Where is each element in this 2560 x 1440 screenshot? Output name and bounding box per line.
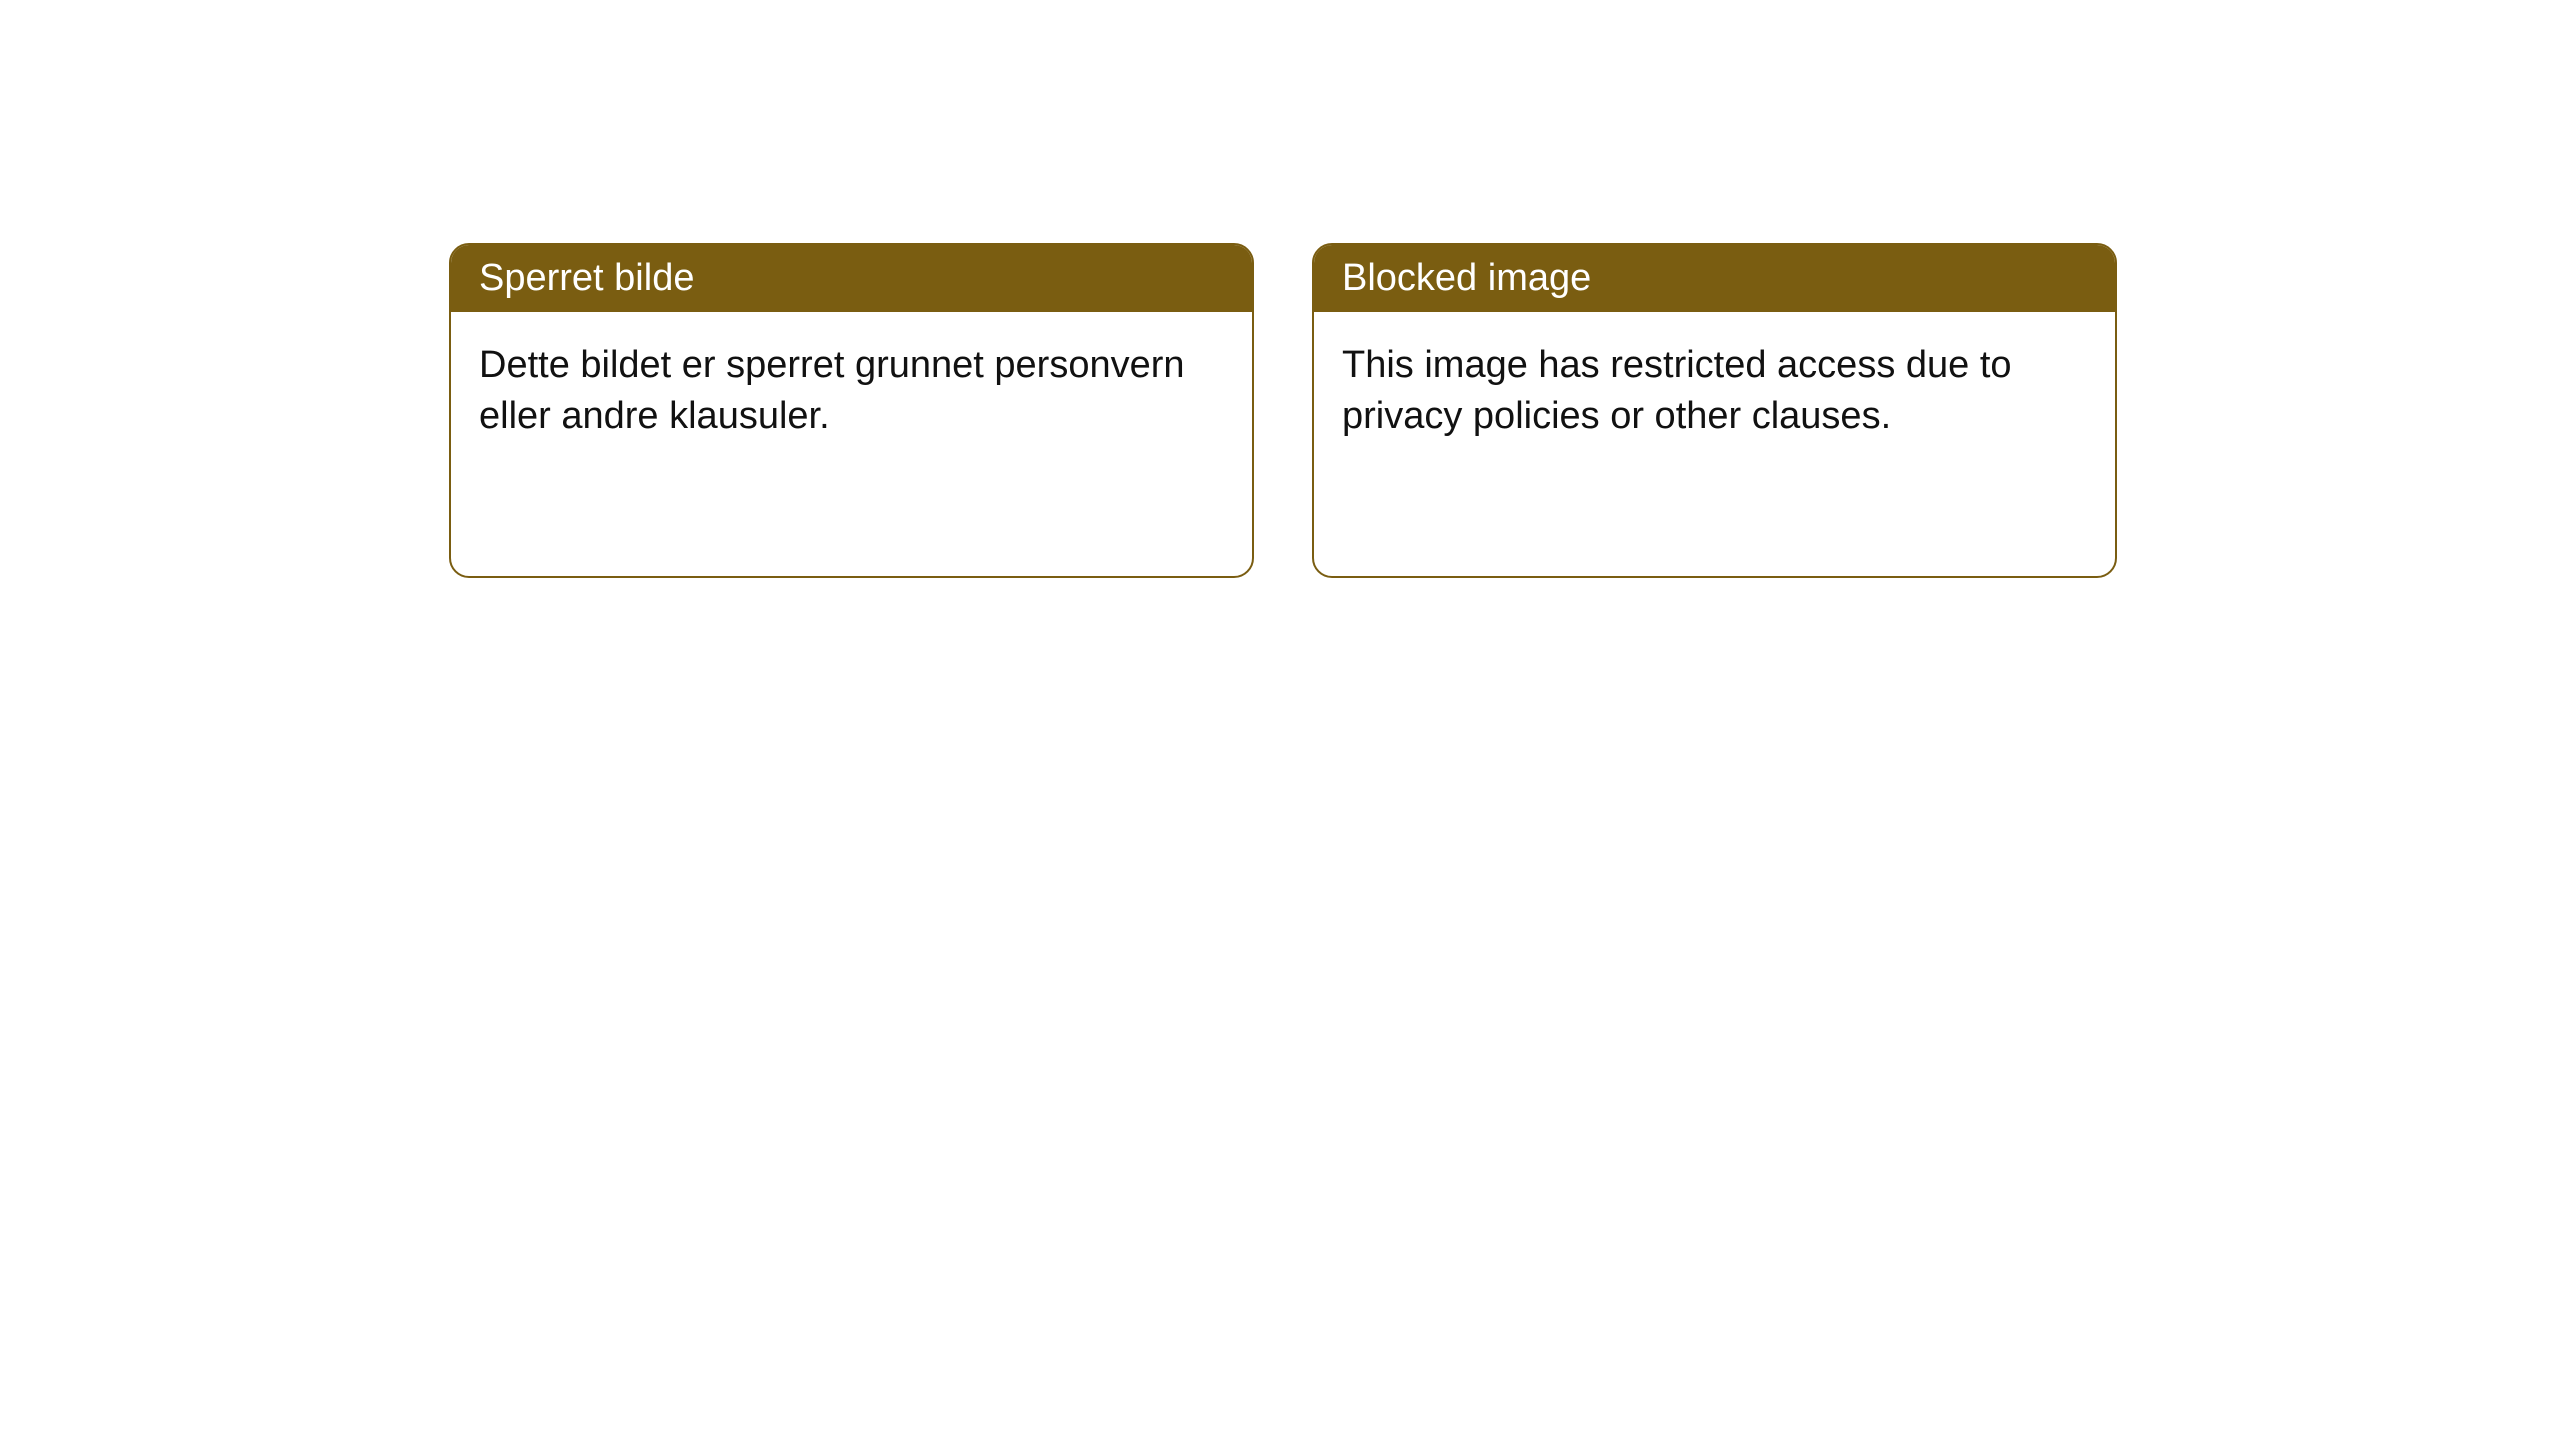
card-title: Blocked image bbox=[1342, 257, 1591, 299]
card-title: Sperret bilde bbox=[479, 257, 694, 299]
notice-cards-container: Sperret bilde Dette bildet er sperret gr… bbox=[449, 243, 2117, 578]
card-body-text: This image has restricted access due to … bbox=[1342, 344, 2012, 437]
card-header: Blocked image bbox=[1314, 245, 2115, 312]
card-header: Sperret bilde bbox=[451, 245, 1252, 312]
card-body-text: Dette bildet er sperret grunnet personve… bbox=[479, 344, 1185, 437]
card-body: Dette bildet er sperret grunnet personve… bbox=[451, 312, 1252, 471]
blocked-image-card-no: Sperret bilde Dette bildet er sperret gr… bbox=[449, 243, 1254, 578]
blocked-image-card-en: Blocked image This image has restricted … bbox=[1312, 243, 2117, 578]
card-body: This image has restricted access due to … bbox=[1314, 312, 2115, 471]
